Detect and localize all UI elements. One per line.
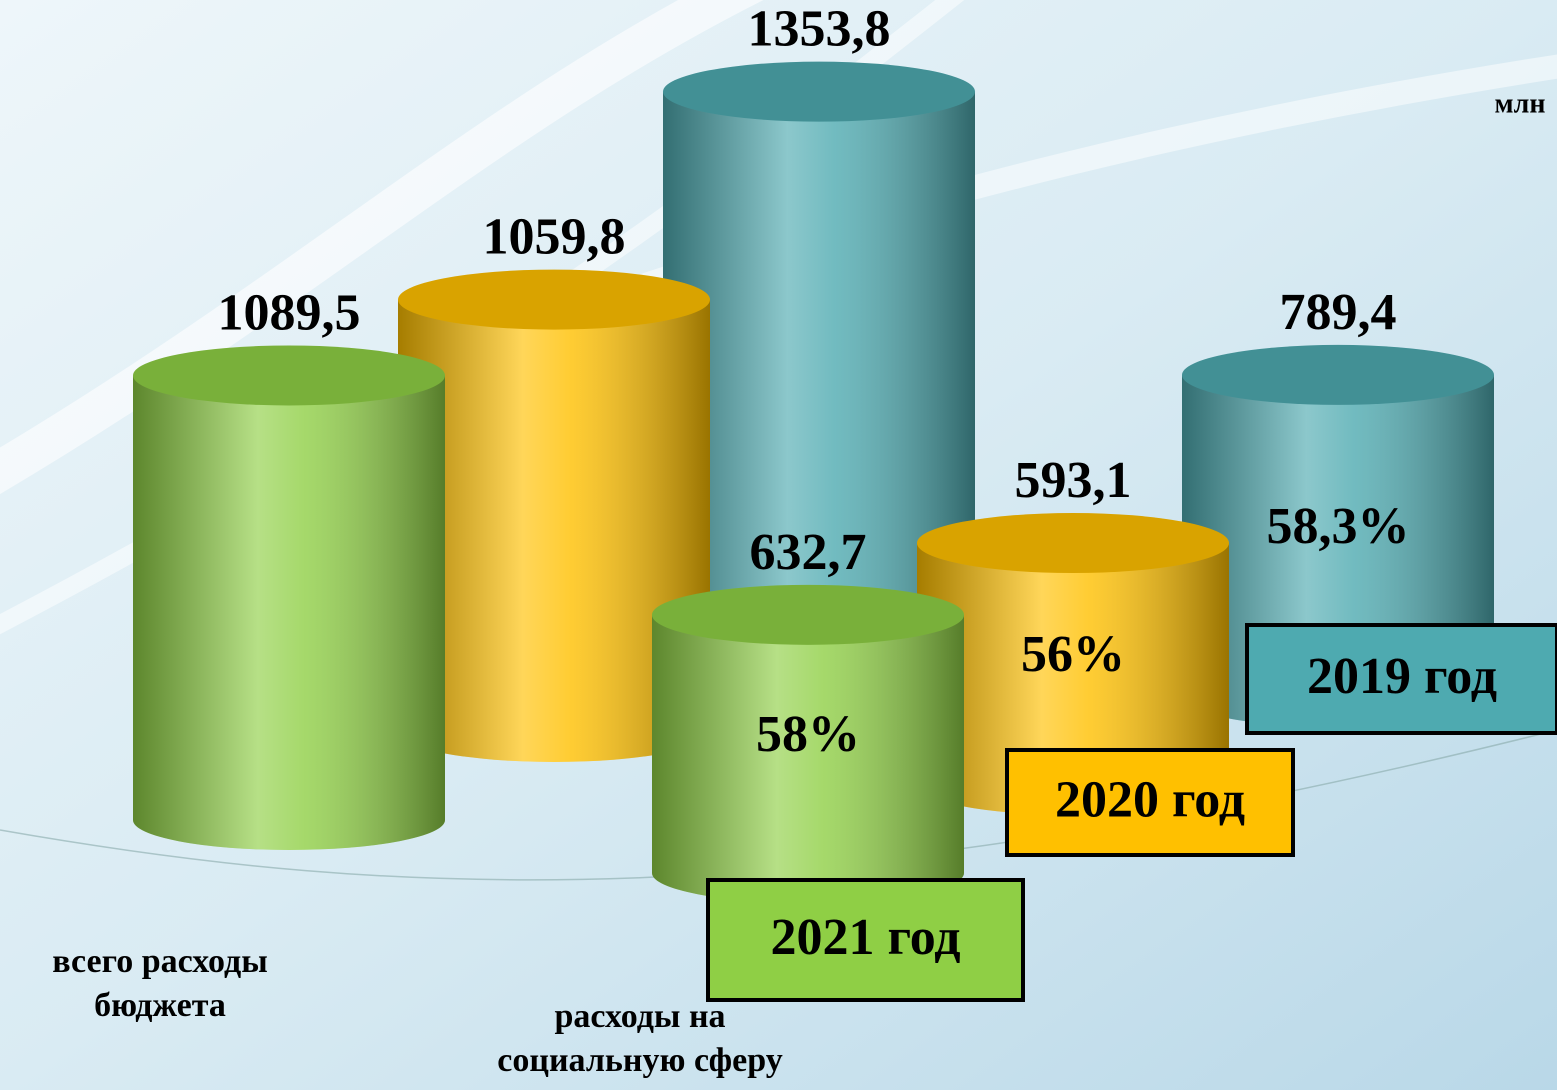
cylinder-top-shade [652,584,964,645]
share-label: 58,3% [1267,498,1410,555]
legend-label: 2019 год [1307,648,1497,705]
legend-box [1005,748,1295,857]
cylinder-top [398,269,710,330]
cylinder-top-shade [917,513,1229,574]
legend-box [706,878,1025,1002]
cylinder-top-shade [398,269,710,330]
cylinder-top [652,584,964,645]
value-label: 1089,5 [218,284,361,341]
category-label: расходы на социальную сферу [497,998,783,1080]
cylinder [917,513,1229,815]
share-label: 56% [1021,626,1125,683]
value-label: 632,7 [750,524,867,581]
cylinder-shade [398,299,710,762]
unit-label: млн [1495,88,1546,119]
legend-label: 2020 год [1055,771,1245,828]
value-label: 1353,8 [748,1,891,58]
cylinder [133,345,445,850]
cylinder-shade [663,91,975,674]
swoosh [0,0,764,495]
share-label: 58% [756,706,860,763]
cylinder-top [917,513,1229,574]
value-label: 789,4 [1280,284,1397,341]
cylinder-top-shade [1182,344,1494,405]
cylinder [652,584,964,903]
legend-box [1245,623,1557,735]
cylinder-shade [917,543,1229,815]
value-label: 593,1 [1015,452,1132,509]
cylinder-top [663,61,975,122]
cylinder-top-shade [663,61,975,122]
cylinder [398,269,710,762]
cylinder [663,61,975,674]
plot: 1353,8 789,4 58,3% 1059,8 593,1 56% 1089,5 632,… [133,1,1557,1002]
cylinder-top-shade [133,345,445,406]
cylinder-top [133,345,445,406]
category-label: всего расходы бюджета [52,943,268,1025]
cylinder-shade [133,375,445,850]
legend-label: 2021 год [770,909,960,966]
cylinder-top [1182,344,1494,405]
cylinder-shade [652,614,964,903]
value-label: 1059,8 [483,209,626,266]
